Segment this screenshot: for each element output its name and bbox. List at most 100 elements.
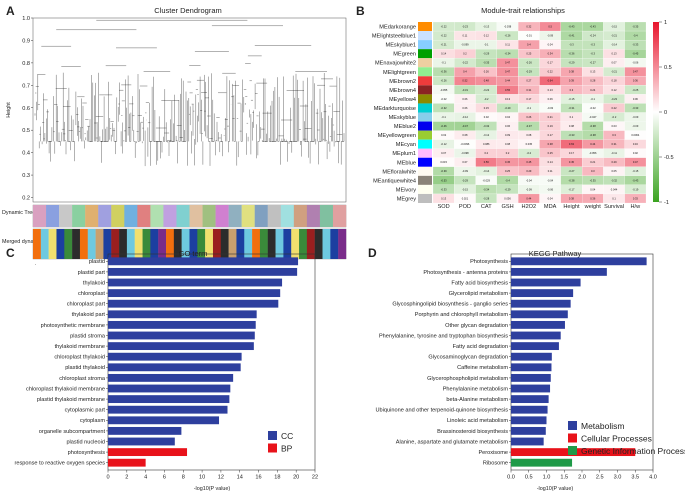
dynamic-tree-cut-segment	[163, 205, 177, 227]
panel-a-title: Cluster Dendrogram	[154, 6, 222, 15]
dendrogram-tree	[34, 20, 345, 167]
heatmap-module-colors	[418, 22, 432, 203]
bar	[511, 395, 549, 404]
category-label: photosynthesis	[68, 450, 106, 456]
heatmap-cell-value: 0.29	[526, 169, 532, 173]
category-label: plastid part	[78, 270, 106, 276]
heatmap-cell-value: -0.15	[632, 169, 638, 173]
heatmap-cell-value: -0.23	[462, 24, 468, 28]
category-label: response to reactive oxygen species	[15, 461, 106, 467]
heatmap-cell-value: -0.098	[461, 151, 469, 155]
heatmap-cell-value: 0.2	[463, 52, 467, 56]
merged-dynamic-segment	[166, 229, 175, 259]
heatmap-row-label: MEbrown2	[389, 79, 416, 85]
bar	[511, 257, 647, 266]
dynamic-tree-cut-segment	[59, 205, 73, 227]
merged-dynamic-segment	[338, 229, 347, 259]
kegg-pathway-chart: Photosynthesis Photosynthesis - antenna p…	[376, 253, 685, 481]
heatmap-cell-value: -0.47	[462, 124, 468, 128]
heatmap-cell-value: 0.16	[633, 142, 639, 146]
heatmap-cell-value: 0.47	[505, 70, 511, 74]
category-label: cytoplasmic part	[65, 408, 106, 414]
heatmap-cell-value: -0.33	[441, 187, 447, 191]
heatmap-cell-value: 0.2	[484, 151, 488, 155]
heatmap-cell-value: 0.13	[548, 88, 554, 92]
x-tick-label: 2.5	[596, 475, 604, 481]
colorbar-tick-label: -0.5	[664, 155, 674, 161]
heatmap-cell-value: -0.1	[441, 61, 446, 65]
heatmap-cell-value: -0.09	[547, 33, 553, 37]
panel-a-label: A	[6, 4, 15, 18]
category-label: Phenylalanine, tyrosine and tryptophan b…	[379, 333, 508, 339]
heatmap-cell-value: 0.044	[611, 187, 618, 191]
heatmap-cell-value: 0.26	[526, 115, 532, 119]
heatmap-cell-value: 0.09	[505, 133, 511, 137]
heatmap-cell-value: -0.4	[633, 33, 638, 37]
dynamic-tree-cut-segment	[267, 205, 281, 227]
heatmap-cell-value: 0.18	[612, 79, 618, 83]
heatmap-cell-value: 0.04	[548, 196, 554, 200]
merged-dynamic-segment	[197, 229, 206, 259]
module-color-swatch	[418, 157, 432, 167]
bar	[108, 257, 299, 266]
heatmap-cell-value: -0.12	[483, 133, 489, 137]
legend-label: Metabolism	[581, 421, 624, 431]
heatmap-cell-value: -0.25	[632, 88, 638, 92]
heatmap-cell-value: 0.26	[484, 70, 490, 74]
module-color-swatch	[418, 58, 432, 68]
heatmap-cell-value: 0.17	[548, 133, 554, 137]
x-tick-label: 3.0	[614, 475, 622, 481]
heatmap-cell-value: 0.04	[590, 187, 596, 191]
heatmap-cell-value: 0.04	[505, 115, 511, 119]
module-color-swatch	[418, 112, 432, 122]
heatmap-cell-value: -0.029	[483, 178, 491, 182]
heatmap-cell-value: -0.36	[568, 52, 574, 56]
heatmap-column-label: H2O2	[522, 204, 537, 210]
merged-dynamic-strip	[32, 228, 347, 260]
heatmap-cell-value: -0.2	[484, 97, 489, 101]
bar	[108, 416, 220, 425]
heatmap-row-label: MEskyblue1	[386, 43, 416, 49]
heatmap-cell-value: -0.32	[611, 178, 617, 182]
heatmap-cell-value: -0.0096	[461, 142, 470, 146]
heatmap-cell-value: 0.63	[569, 142, 575, 146]
heatmap-cell-value: 0.1	[570, 115, 574, 119]
heatmap-cell-value: 0.31	[612, 142, 618, 146]
heatmap-row-label: MElightsteelblue1	[372, 34, 416, 40]
merged-dynamic-segment	[259, 229, 268, 259]
heatmap-cell-value: -0.29	[505, 187, 511, 191]
panel-a-yticks: 1.0 0.9 0.8 0.7 0.6 0.5 0.4 0.3 0.2	[22, 16, 33, 202]
heatmap-cell-value: 0.11	[505, 43, 510, 47]
heatmap-cell-value: -0.21	[441, 43, 447, 47]
dynamic-tree-cut-segment	[189, 205, 203, 227]
heatmap-cell-value: -0.34	[505, 52, 511, 56]
heatmap-cell-value: -0.43	[632, 178, 638, 182]
bar	[108, 426, 182, 435]
heatmap-cell-value: 0.44	[526, 196, 532, 200]
heatmap-cell-value: 0.4	[463, 70, 467, 74]
heatmap-cell-value: 0.06	[633, 97, 639, 101]
x-tick-label: 1.0	[543, 475, 551, 481]
heatmap-cell-value: 0.15	[484, 106, 490, 110]
bar	[108, 352, 242, 361]
bar	[108, 395, 230, 404]
dynamic-tree-cut-segment	[137, 205, 151, 227]
heatmap-cell-value: -0.01	[526, 33, 532, 37]
merged-dynamic-segment	[189, 229, 198, 259]
merged-dynamic-segment	[322, 229, 331, 259]
colorbar-tick-label: -1	[664, 200, 669, 206]
heatmap-cell-value: 0.06	[462, 106, 468, 110]
bar	[511, 437, 544, 446]
merged-dynamic-segment	[33, 229, 42, 259]
merged-dynamic-segment	[95, 229, 104, 259]
module-color-swatch	[418, 175, 432, 185]
merged-dynamic-segment	[119, 229, 128, 259]
heatmap-cell-value: -0.39	[441, 169, 447, 173]
colorbar-ticks: 1 0.5 0 -0.5 -1	[659, 20, 674, 206]
bar	[108, 289, 281, 298]
heatmap-column-label: MDA	[544, 204, 557, 210]
heatmap-cell-value: 0.11	[463, 33, 468, 37]
x-tick-label: 4	[144, 475, 147, 481]
category-label: Glycerolipid metabolism	[449, 291, 509, 297]
